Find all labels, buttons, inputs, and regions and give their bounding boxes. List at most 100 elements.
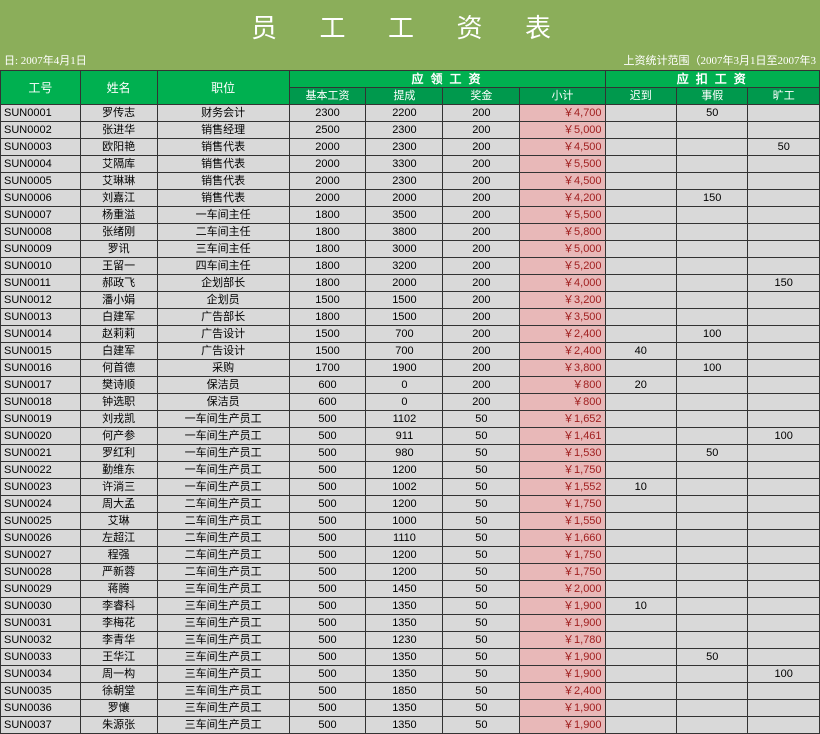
meta-left: 日: 2007年4月1日 (4, 52, 87, 68)
cell-commission: 1850 (366, 683, 443, 700)
cell-sick: 100 (676, 360, 747, 377)
cell-sick (676, 343, 747, 360)
cell-commission: 1350 (366, 615, 443, 632)
cell-position: 销售代表 (157, 156, 289, 173)
cell-position: 三车间生产员工 (157, 717, 289, 734)
cell-position: 二车间生产员工 (157, 513, 289, 530)
cell-late (605, 564, 676, 581)
cell-base: 500 (289, 445, 366, 462)
cell-bonus: 50 (443, 700, 520, 717)
cell-absent (748, 207, 820, 224)
cell-position: 保洁员 (157, 377, 289, 394)
cell-subtotal: ￥3,200 (520, 292, 605, 309)
cell-position: 三车间生产员工 (157, 700, 289, 717)
cell-bonus: 200 (443, 377, 520, 394)
hdr-commission: 提成 (366, 88, 443, 105)
cell-bonus: 50 (443, 632, 520, 649)
cell-subtotal: ￥1,750 (520, 496, 605, 513)
cell-id: SUN0010 (1, 258, 81, 275)
cell-commission: 1900 (366, 360, 443, 377)
cell-commission: 1002 (366, 479, 443, 496)
cell-position: 三车间生产员工 (157, 683, 289, 700)
table-row: SUN0003欧阳艳销售代表20002300200￥4,50050 (1, 139, 820, 156)
cell-name: 徐朝堂 (80, 683, 157, 700)
cell-subtotal: ￥4,200 (520, 190, 605, 207)
cell-bonus: 50 (443, 462, 520, 479)
cell-absent (748, 105, 820, 122)
cell-subtotal: ￥1,750 (520, 564, 605, 581)
table-row: SUN0006刘嘉江销售代表20002000200￥4,200150 (1, 190, 820, 207)
cell-subtotal: ￥4,500 (520, 173, 605, 190)
cell-id: SUN0020 (1, 428, 81, 445)
cell-id: SUN0036 (1, 700, 81, 717)
cell-base: 2300 (289, 105, 366, 122)
hdr-late: 迟到 (605, 88, 676, 105)
cell-bonus: 50 (443, 496, 520, 513)
cell-id: SUN0019 (1, 411, 81, 428)
cell-sick (676, 309, 747, 326)
cell-id: SUN0008 (1, 224, 81, 241)
cell-id: SUN0028 (1, 564, 81, 581)
cell-absent (748, 360, 820, 377)
cell-base: 500 (289, 479, 366, 496)
cell-id: SUN0027 (1, 547, 81, 564)
cell-base: 500 (289, 649, 366, 666)
cell-position: 一车间生产员工 (157, 445, 289, 462)
cell-absent (748, 462, 820, 479)
cell-commission: 2200 (366, 105, 443, 122)
cell-absent (748, 292, 820, 309)
cell-late (605, 700, 676, 717)
cell-absent (748, 224, 820, 241)
cell-late (605, 615, 676, 632)
cell-sick (676, 462, 747, 479)
cell-sick (676, 666, 747, 683)
cell-sick (676, 224, 747, 241)
cell-commission: 3800 (366, 224, 443, 241)
cell-id: SUN0021 (1, 445, 81, 462)
cell-bonus: 200 (443, 156, 520, 173)
hdr-bonus: 奖金 (443, 88, 520, 105)
cell-subtotal: ￥5,200 (520, 258, 605, 275)
cell-position: 一车间生产员工 (157, 428, 289, 445)
table-row: SUN0021罗红利一车间生产员工50098050￥1,53050 (1, 445, 820, 462)
cell-sick (676, 428, 747, 445)
cell-subtotal: ￥1,660 (520, 530, 605, 547)
hdr-subtotal: 小计 (520, 88, 605, 105)
cell-commission: 1350 (366, 717, 443, 734)
cell-base: 500 (289, 581, 366, 598)
cell-sick (676, 513, 747, 530)
cell-base: 1500 (289, 343, 366, 360)
cell-base: 500 (289, 462, 366, 479)
cell-id: SUN0029 (1, 581, 81, 598)
cell-subtotal: ￥2,400 (520, 343, 605, 360)
cell-position: 三车间生产员工 (157, 598, 289, 615)
cell-bonus: 50 (443, 428, 520, 445)
cell-subtotal: ￥1,900 (520, 717, 605, 734)
cell-late (605, 411, 676, 428)
table-row: SUN0015白建军广告设计1500700200￥2,40040 (1, 343, 820, 360)
cell-absent (748, 513, 820, 530)
cell-bonus: 200 (443, 190, 520, 207)
table-row: SUN0024周大孟二车间生产员工500120050￥1,750 (1, 496, 820, 513)
cell-bonus: 200 (443, 309, 520, 326)
cell-bonus: 50 (443, 717, 520, 734)
cell-commission: 1500 (366, 309, 443, 326)
table-row: SUN0034周一构三车间生产员工500135050￥1,900100 (1, 666, 820, 683)
cell-late (605, 462, 676, 479)
cell-base: 600 (289, 394, 366, 411)
cell-late (605, 394, 676, 411)
cell-absent: 100 (748, 666, 820, 683)
cell-sick (676, 496, 747, 513)
cell-absent (748, 122, 820, 139)
cell-late: 10 (605, 479, 676, 496)
cell-late (605, 632, 676, 649)
cell-sick (676, 479, 747, 496)
cell-late (605, 156, 676, 173)
cell-commission: 1200 (366, 462, 443, 479)
cell-name: 樊诗顺 (80, 377, 157, 394)
cell-position: 四车间主任 (157, 258, 289, 275)
cell-absent (748, 700, 820, 717)
cell-name: 李梅花 (80, 615, 157, 632)
table-row: SUN0028严新蓉二车间生产员工500120050￥1,750 (1, 564, 820, 581)
cell-sick (676, 377, 747, 394)
